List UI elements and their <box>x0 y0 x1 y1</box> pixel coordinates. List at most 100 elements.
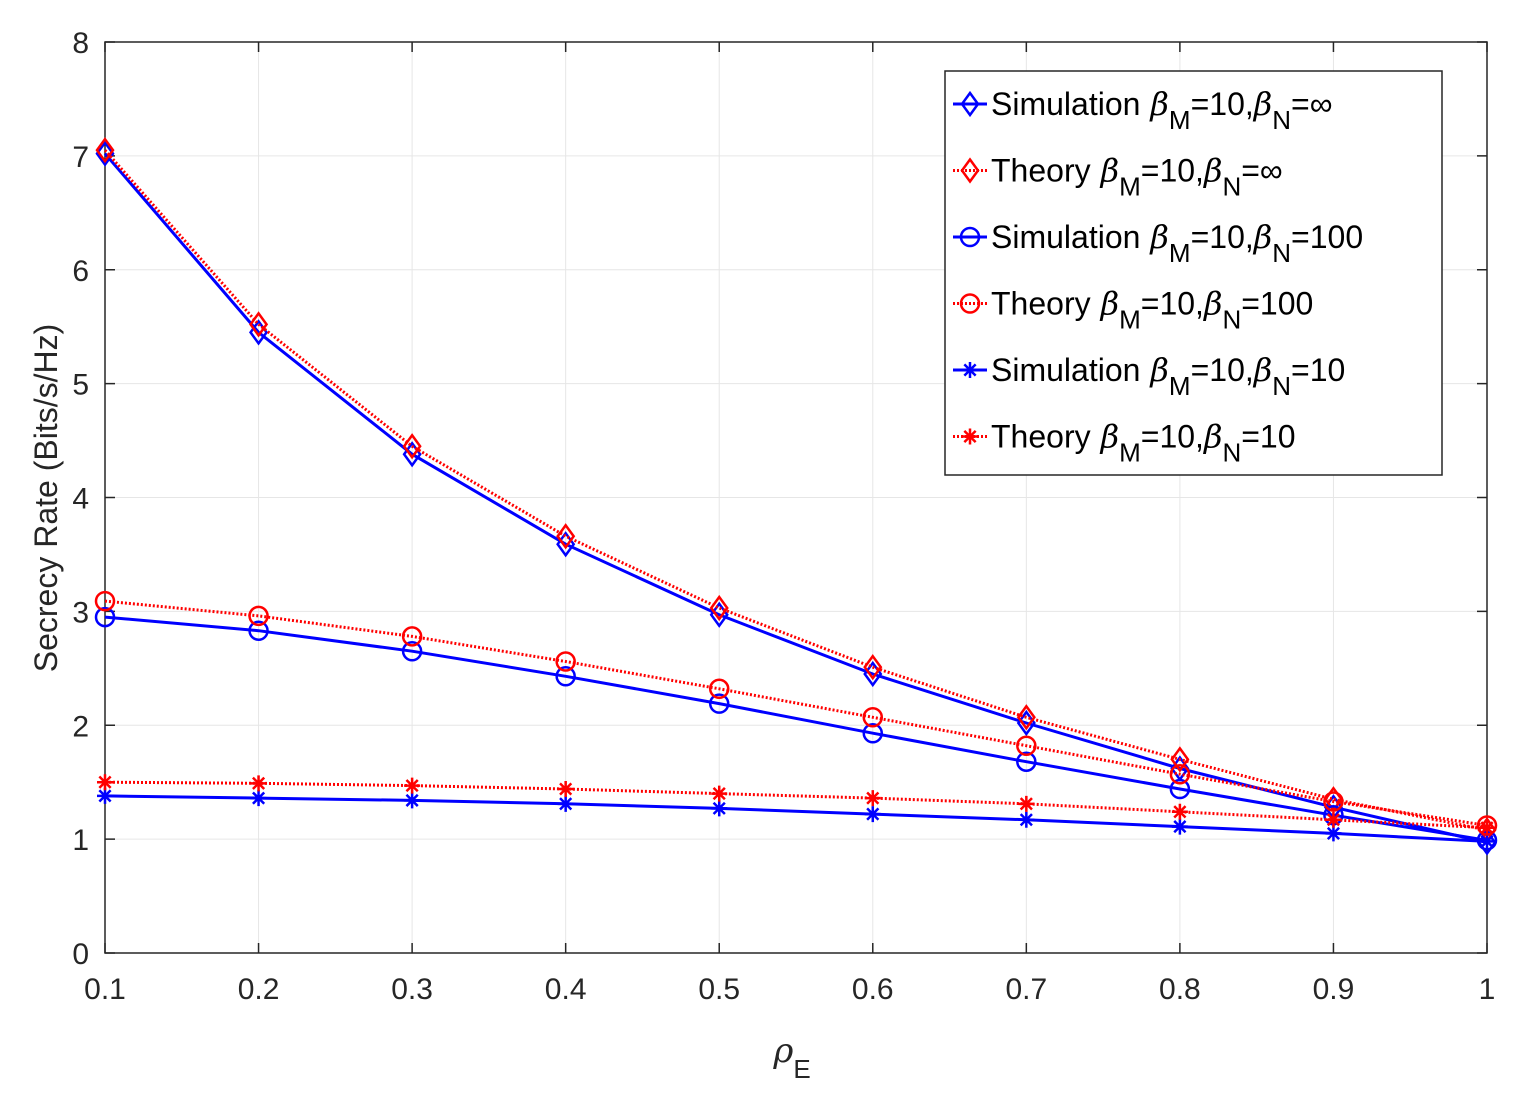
series-line <box>103 149 1488 832</box>
x-tick-label: 0.2 <box>238 973 280 1006</box>
legend-equals-m: = <box>1191 352 1210 388</box>
legend-marker <box>962 362 978 378</box>
legend-marker <box>960 157 980 184</box>
legend-label: Theory βM=10,βN=100 <box>991 285 1313 335</box>
legend-equals-n: = <box>1241 153 1260 189</box>
legend-label-prefix: Theory <box>991 153 1091 189</box>
legend-beta-m-value: 10 <box>1209 352 1245 388</box>
data-point <box>1479 819 1495 836</box>
data-point <box>557 795 574 812</box>
y-axis-label: Secrecy Rate (Bits/s/Hz) <box>28 324 64 673</box>
data-point <box>556 523 576 550</box>
legend-beta-m-value: 10 <box>1159 286 1195 322</box>
series-1 <box>95 137 1497 844</box>
y-tick-label: 7 <box>72 141 89 174</box>
series-line <box>104 794 1488 843</box>
data-point <box>249 311 269 338</box>
legend-label-prefix: Theory <box>991 419 1091 455</box>
legend-item-0: Simulation βM=10,βN=∞ <box>953 85 1333 135</box>
series-layer <box>94 137 1498 856</box>
legend-beta-n-value: 100 <box>1260 286 1313 322</box>
series-line <box>104 780 1488 830</box>
legend-beta-n: β <box>1203 418 1223 456</box>
x-tick-label: 0.5 <box>698 973 740 1006</box>
series-line <box>104 615 1488 842</box>
legend-sub-n: N <box>1222 438 1241 468</box>
x-tick-label: 0.9 <box>1313 973 1355 1006</box>
y-tick-label: 6 <box>72 255 89 288</box>
x-tick-label: 0.4 <box>545 973 587 1006</box>
x-tick-label: 1 <box>1479 973 1496 1006</box>
data-point <box>862 722 884 744</box>
legend-comma: , <box>1245 86 1254 122</box>
data-point <box>250 790 267 807</box>
series-3 <box>94 590 1498 836</box>
data-point <box>864 806 881 823</box>
legend-beta-m-value: 10 <box>1209 219 1245 255</box>
data-point <box>555 651 576 672</box>
data-point <box>863 654 883 681</box>
legend-equals-n: = <box>1291 352 1310 388</box>
legend-sub-n: N <box>1272 371 1291 401</box>
legend-beta-n: β <box>1253 85 1273 123</box>
data-point <box>248 605 269 627</box>
x-axis-label-subscript: E <box>793 1054 810 1084</box>
data-point <box>1169 778 1191 800</box>
data-point <box>404 777 421 794</box>
legend-item-1: Theory βM=10,βN=∞ <box>953 152 1283 202</box>
legend-sub-m: M <box>1119 305 1141 335</box>
y-tick-label: 4 <box>72 483 89 516</box>
legend-sub-n: N <box>1222 305 1241 335</box>
legend-beta-m: β <box>1149 85 1169 123</box>
y-tick-label: 0 <box>72 938 89 971</box>
data-point <box>248 620 269 641</box>
legend-label: Theory βM=10,βN=∞ <box>991 152 1283 202</box>
legend-equals-n: = <box>1241 286 1260 322</box>
legend-label: Simulation βM=10,βN=10 <box>991 351 1345 401</box>
series-2 <box>94 606 1498 851</box>
legend-comma: , <box>1195 153 1204 189</box>
data-point <box>1170 746 1190 773</box>
legend-equals-m: = <box>1191 219 1210 255</box>
y-tick-label: 1 <box>72 824 89 857</box>
legend-comma: , <box>1195 286 1204 322</box>
series-line <box>103 152 1488 844</box>
legend-marker <box>962 428 978 445</box>
data-point <box>97 774 113 791</box>
legend-label-prefix: Theory <box>991 286 1091 322</box>
legend-comma: , <box>1245 352 1254 388</box>
legend-equals-m: = <box>1141 286 1160 322</box>
data-point <box>401 640 423 662</box>
data-point <box>711 800 728 817</box>
legend-sub-m: M <box>1169 105 1191 135</box>
data-point <box>404 792 421 809</box>
data-point <box>708 678 730 700</box>
legend-beta-n: β <box>1203 285 1223 323</box>
data-point <box>94 590 116 612</box>
legend-equals-n: = <box>1291 219 1310 255</box>
legend-beta-m: β <box>1100 418 1120 456</box>
data-point <box>709 594 729 622</box>
legend-beta-n: β <box>1253 218 1273 256</box>
legend-equals-n: = <box>1241 419 1260 455</box>
legend-marker <box>959 293 981 314</box>
data-point <box>555 666 576 687</box>
data-point <box>401 626 423 647</box>
legend-sub-n: N <box>1272 238 1291 268</box>
legend-equals-m: = <box>1141 419 1160 455</box>
data-point <box>1171 818 1188 835</box>
legend-beta-n-value: 10 <box>1310 352 1346 388</box>
series-4 <box>97 787 1495 850</box>
legend-sub-m: M <box>1119 172 1141 202</box>
data-point <box>1018 795 1035 812</box>
x-tick-label: 0.8 <box>1159 973 1201 1006</box>
data-point <box>1171 803 1188 820</box>
legend-label: Simulation βM=10,βN=100 <box>991 218 1363 268</box>
legend: Simulation βM=10,βN=∞Theory βM=10,βN=∞Simu… <box>944 70 1443 476</box>
y-tick-label: 3 <box>72 596 89 629</box>
x-tick-label: 0.7 <box>1005 973 1047 1006</box>
series-5 <box>97 774 1495 836</box>
legend-item-4: Simulation βM=10,βN=10 <box>953 351 1345 401</box>
legend-comma: , <box>1195 419 1204 455</box>
